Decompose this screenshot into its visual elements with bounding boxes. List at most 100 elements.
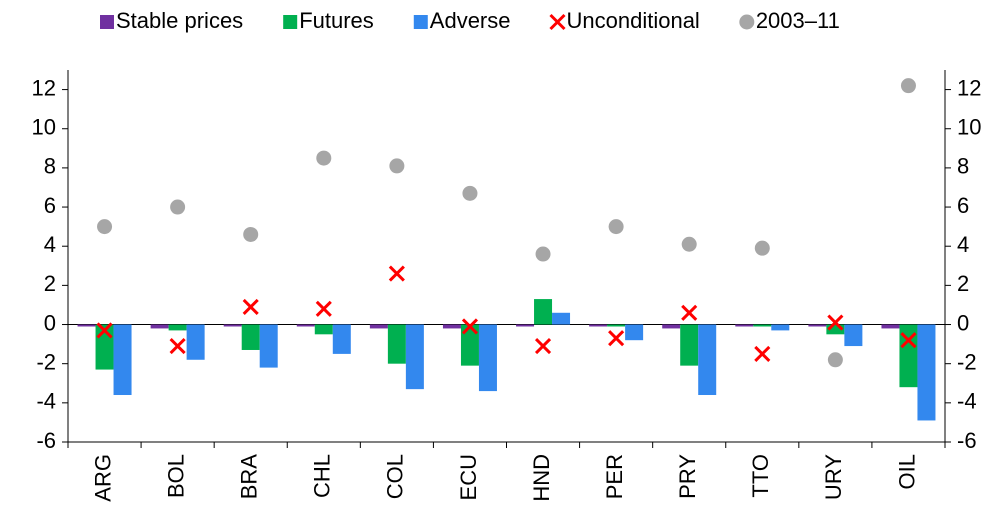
bar xyxy=(369,324,388,329)
cross-marker xyxy=(681,304,698,321)
bar xyxy=(625,324,644,341)
dot-marker xyxy=(462,185,478,201)
bar xyxy=(826,324,845,335)
dot-marker xyxy=(608,219,624,235)
dot-marker xyxy=(316,150,332,166)
x-tick-label: ECU xyxy=(456,454,481,500)
bar xyxy=(698,324,717,396)
bar xyxy=(387,324,406,364)
legend-label: Stable prices xyxy=(116,8,243,33)
bar xyxy=(314,324,333,335)
bar xyxy=(442,324,461,329)
cross-marker xyxy=(169,338,186,355)
legend-label: Unconditional xyxy=(567,8,700,33)
y2-tick-label: 10 xyxy=(957,115,981,140)
bar xyxy=(589,324,608,327)
y-tick-label: -4 xyxy=(36,389,56,414)
y2-tick-label: 4 xyxy=(957,232,969,257)
cross-marker xyxy=(96,322,113,339)
legend-swatch xyxy=(413,15,428,29)
cross-marker xyxy=(900,332,917,349)
dot-marker xyxy=(243,226,259,242)
x-tick-label: COL xyxy=(383,454,408,499)
bar xyxy=(186,324,205,360)
bar xyxy=(844,324,863,347)
y-tick-label: 10 xyxy=(32,115,56,140)
dot-marker xyxy=(681,236,697,252)
bar xyxy=(478,324,497,392)
x-tick-label: BOL xyxy=(163,454,188,498)
legend-item: 2003–11 xyxy=(739,8,840,33)
x-tick-label: BRA xyxy=(237,454,262,500)
bar xyxy=(881,324,900,329)
bar xyxy=(662,324,681,329)
y2-tick-label: -2 xyxy=(957,349,977,374)
y-tick-label: 2 xyxy=(44,271,56,296)
legend-item: Futures xyxy=(283,8,374,33)
x-tick-label: HND xyxy=(529,454,554,502)
cross-marker xyxy=(315,300,332,317)
x-tick-label: PER xyxy=(602,454,627,499)
y2-tick-label: -6 xyxy=(957,428,977,453)
cross-marker xyxy=(754,345,771,362)
bar xyxy=(552,312,571,325)
bar xyxy=(223,324,242,327)
y2-tick-label: 2 xyxy=(957,271,969,296)
bar xyxy=(113,324,132,396)
bar xyxy=(77,324,96,327)
legend-swatch xyxy=(100,15,114,29)
x-tick-label: URY xyxy=(821,454,846,500)
legend-item: Stable prices xyxy=(100,8,243,33)
legend-swatch xyxy=(283,15,298,29)
cross-marker xyxy=(461,318,479,335)
cross-marker xyxy=(827,314,844,331)
x-tick-label: ARG xyxy=(90,454,115,502)
legend-label: 2003–11 xyxy=(756,8,840,33)
bar xyxy=(899,324,918,388)
legend-swatch xyxy=(739,14,755,30)
legend-label: Adverse xyxy=(430,8,511,33)
cross-marker xyxy=(388,265,405,282)
x-tick-label: TTO xyxy=(748,454,773,498)
y-tick-label: 8 xyxy=(44,154,56,179)
bar xyxy=(607,324,626,327)
y2-tick-label: -4 xyxy=(957,389,977,414)
bar xyxy=(405,324,424,390)
bar xyxy=(460,324,479,366)
cross-marker xyxy=(608,330,625,347)
cross-marker xyxy=(242,298,259,315)
bar xyxy=(534,299,553,325)
bar xyxy=(753,324,772,327)
x-tick-label: OIL xyxy=(894,454,919,489)
legend-item: Adverse xyxy=(413,8,511,33)
bar xyxy=(917,324,936,421)
legend-swatch xyxy=(549,13,566,31)
bar xyxy=(241,324,260,350)
bar xyxy=(735,324,754,327)
dot-marker xyxy=(827,352,843,368)
y2-tick-label: 8 xyxy=(957,154,969,179)
y2-tick-label: 6 xyxy=(957,193,969,218)
bar xyxy=(516,324,535,327)
y-tick-label: 6 xyxy=(44,193,56,218)
bar xyxy=(259,324,278,368)
legend-item: Unconditional xyxy=(549,8,700,33)
dot-marker xyxy=(535,246,551,262)
legend-label: Futures xyxy=(299,8,374,33)
y2-tick-label: 12 xyxy=(957,75,981,100)
cross-marker xyxy=(534,338,552,355)
bar xyxy=(296,324,315,327)
dot-marker xyxy=(900,78,916,94)
dot-marker xyxy=(754,240,770,256)
y-tick-label: 4 xyxy=(44,232,56,257)
bar xyxy=(771,324,790,331)
dot-marker xyxy=(170,199,186,215)
bar xyxy=(168,324,187,331)
y-tick-label: -6 xyxy=(36,428,56,453)
x-tick-label: PRY xyxy=(675,454,700,499)
y-tick-label: 12 xyxy=(32,75,56,100)
y2-tick-label: 0 xyxy=(957,310,969,335)
dot-marker xyxy=(389,158,405,174)
bar xyxy=(150,324,169,329)
